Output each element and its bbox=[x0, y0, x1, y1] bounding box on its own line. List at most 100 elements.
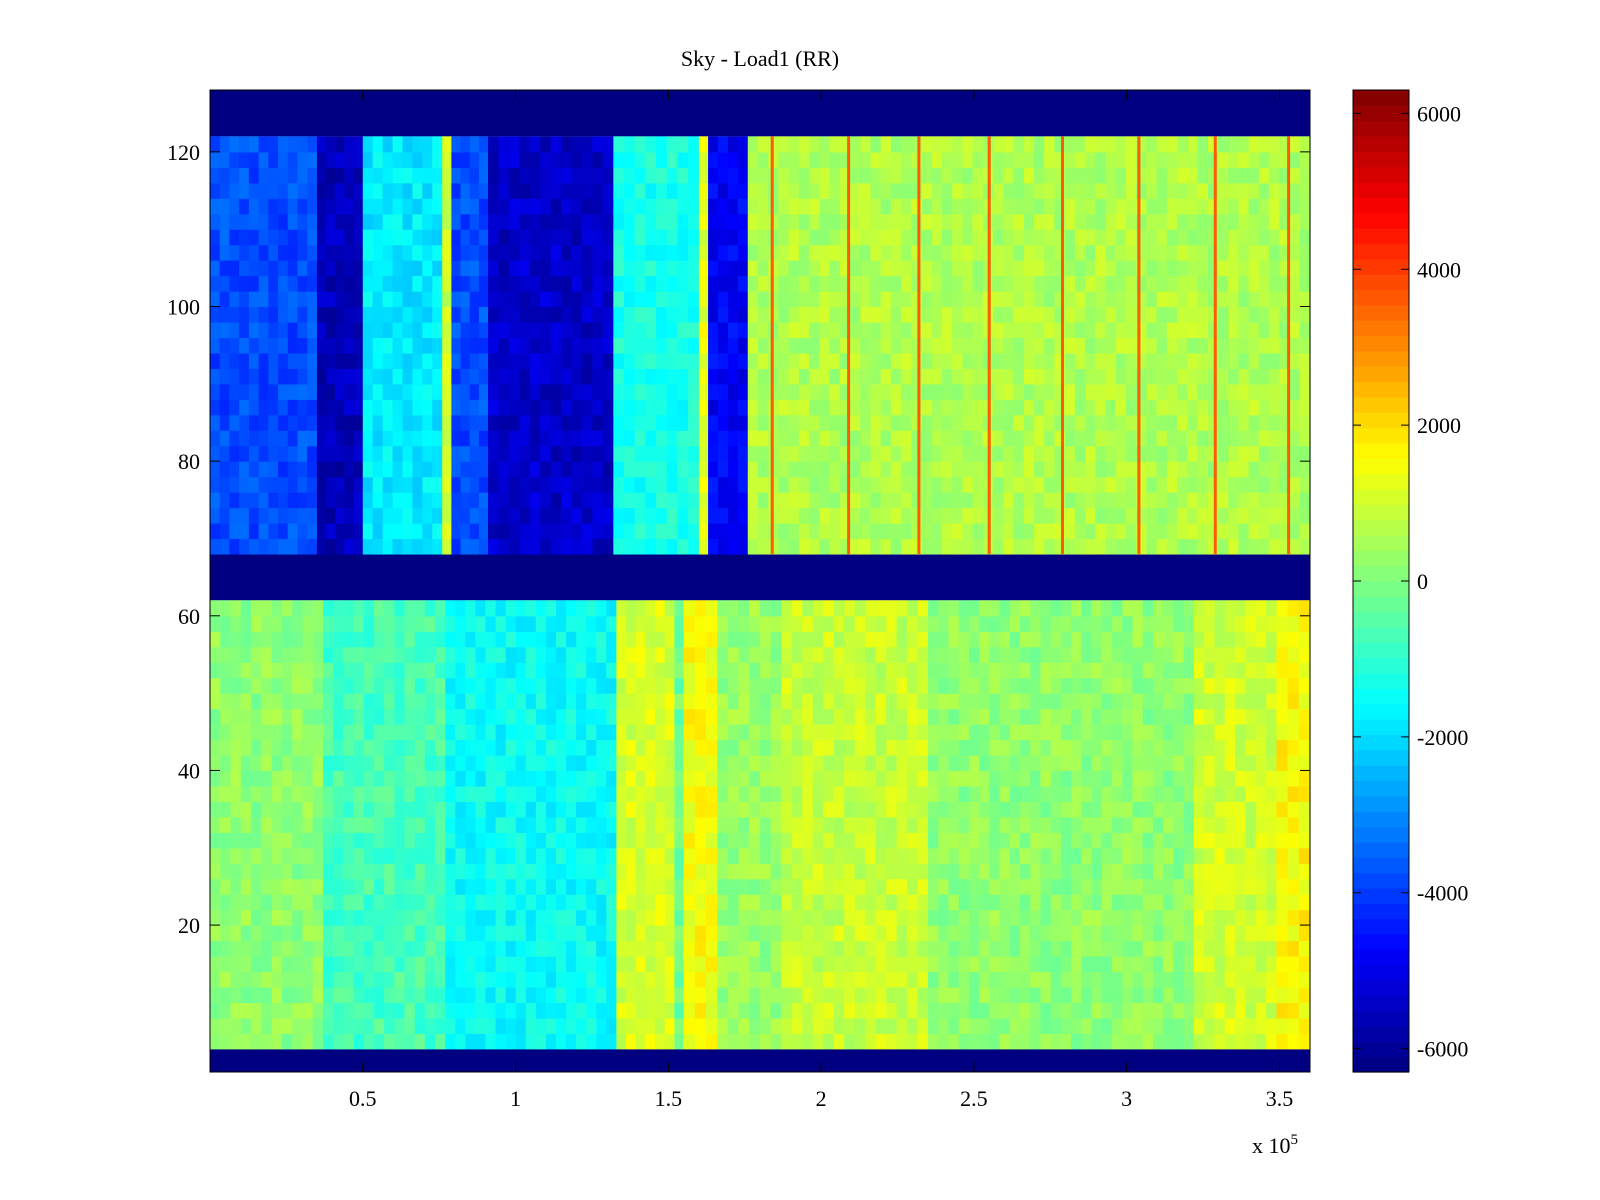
heatmap-cell bbox=[485, 1002, 497, 1019]
heatmap-cell bbox=[833, 909, 845, 926]
heatmap-cell bbox=[1173, 770, 1185, 787]
heatmap-cell bbox=[571, 461, 583, 478]
heatmap-cell bbox=[865, 801, 877, 818]
heatmap-cell bbox=[624, 182, 636, 199]
heatmap-cell bbox=[384, 986, 395, 1004]
heatmap-cell bbox=[928, 801, 939, 818]
heatmap-cell bbox=[1101, 1017, 1113, 1034]
heatmap-cell bbox=[469, 182, 480, 199]
heatmap-cell bbox=[613, 321, 625, 339]
heatmap-cell bbox=[292, 1033, 304, 1050]
heatmap-cell bbox=[412, 445, 423, 462]
heatmap-cell bbox=[1081, 708, 1093, 725]
heatmap-cell bbox=[886, 693, 898, 710]
heatmap-cell bbox=[373, 724, 385, 741]
heatmap-cell bbox=[1050, 863, 1062, 880]
heatmap-cell bbox=[219, 337, 231, 354]
heatmap-cell bbox=[770, 770, 782, 787]
heatmap-cell bbox=[240, 1002, 252, 1019]
heatmap-cell bbox=[890, 523, 902, 540]
heatmap-cell bbox=[297, 244, 308, 261]
heatmap-cell bbox=[455, 863, 467, 880]
heatmap-cell bbox=[404, 615, 416, 632]
heatmap-cell bbox=[917, 832, 929, 849]
heatmap-cell bbox=[989, 600, 1001, 617]
heatmap-cell bbox=[749, 971, 761, 988]
heatmap-cell bbox=[1050, 724, 1062, 741]
heatmap-cell bbox=[424, 801, 436, 818]
heatmap-cell bbox=[717, 925, 729, 942]
heatmap-cell bbox=[1101, 986, 1113, 1004]
heatmap-cell bbox=[422, 383, 433, 400]
heatmap-cell bbox=[683, 754, 696, 772]
heatmap-cell bbox=[635, 724, 647, 741]
heatmap-cell bbox=[1183, 693, 1195, 710]
heatmap-cell bbox=[1152, 631, 1164, 648]
heatmap-cell bbox=[576, 693, 587, 710]
heatmap-cell bbox=[1112, 754, 1123, 772]
heatmap-cell bbox=[1060, 693, 1072, 710]
heatmap-cell bbox=[271, 971, 283, 988]
heatmap-cell bbox=[271, 925, 283, 942]
heatmap-cell bbox=[860, 523, 872, 540]
heatmap-cell bbox=[248, 445, 260, 462]
heatmap-cell bbox=[833, 863, 845, 880]
heatmap-cell bbox=[823, 724, 835, 741]
heatmap-cell bbox=[917, 677, 929, 694]
heatmap-cell bbox=[626, 878, 637, 895]
heatmap-cell bbox=[535, 600, 547, 617]
heatmap-cell bbox=[875, 739, 887, 756]
heatmap-cell bbox=[737, 383, 749, 400]
heatmap-cell bbox=[968, 600, 980, 617]
heatmap-cell bbox=[655, 646, 666, 663]
heatmap-cell bbox=[819, 229, 831, 246]
heatmap-cell bbox=[555, 956, 567, 973]
heatmap-cell bbox=[582, 430, 594, 447]
heatmap-cell bbox=[519, 476, 531, 493]
heatmap-cell bbox=[1009, 878, 1021, 895]
heatmap-cell bbox=[469, 430, 480, 447]
heatmap-cell bbox=[896, 646, 908, 663]
heatmap-cell bbox=[525, 1002, 537, 1019]
heatmap-cell bbox=[655, 615, 666, 632]
heatmap-cell bbox=[1193, 894, 1205, 911]
heatmap-cell bbox=[278, 507, 289, 524]
heatmap-cell bbox=[1030, 863, 1042, 880]
heatmap-cell bbox=[1287, 724, 1300, 741]
heatmap-cell bbox=[566, 1033, 577, 1050]
heatmap-cell bbox=[958, 894, 970, 911]
heatmap-cell bbox=[645, 430, 657, 447]
heatmap-cell bbox=[239, 507, 250, 524]
heatmap-cell bbox=[839, 414, 851, 431]
heatmap-cell bbox=[392, 321, 404, 339]
heatmap-cell bbox=[645, 724, 656, 741]
heatmap-cell bbox=[1214, 677, 1226, 694]
heatmap-cell bbox=[230, 1017, 242, 1034]
heatmap-cell bbox=[788, 182, 800, 199]
heatmap-cell bbox=[424, 986, 436, 1004]
heatmap-cell bbox=[1255, 631, 1267, 648]
heatmap-cell bbox=[1040, 925, 1052, 942]
heatmap-cell bbox=[1204, 631, 1216, 648]
heatmap-cell bbox=[683, 677, 696, 694]
heatmap-cell bbox=[465, 878, 477, 895]
heatmap-cell bbox=[414, 801, 426, 818]
heatmap-cell bbox=[372, 461, 384, 478]
heatmap-cell bbox=[353, 863, 365, 880]
heatmap-cell bbox=[230, 770, 242, 787]
heatmap-cell bbox=[727, 708, 740, 725]
heatmap-cell bbox=[602, 337, 614, 354]
heatmap-cell bbox=[758, 352, 769, 369]
heatmap-cell bbox=[442, 182, 452, 199]
heatmap-cell bbox=[571, 430, 583, 447]
heatmap-cell bbox=[738, 1017, 750, 1034]
heatmap-cell bbox=[219, 306, 231, 323]
heatmap-cell bbox=[844, 662, 856, 679]
heatmap-cell bbox=[999, 662, 1011, 679]
heatmap-cell bbox=[1050, 1033, 1062, 1050]
heatmap-cell bbox=[582, 260, 594, 277]
heatmap-cell bbox=[747, 321, 759, 339]
heatmap-cell bbox=[706, 739, 718, 756]
heatmap-cell bbox=[907, 847, 919, 864]
heatmap-cell bbox=[850, 430, 861, 447]
